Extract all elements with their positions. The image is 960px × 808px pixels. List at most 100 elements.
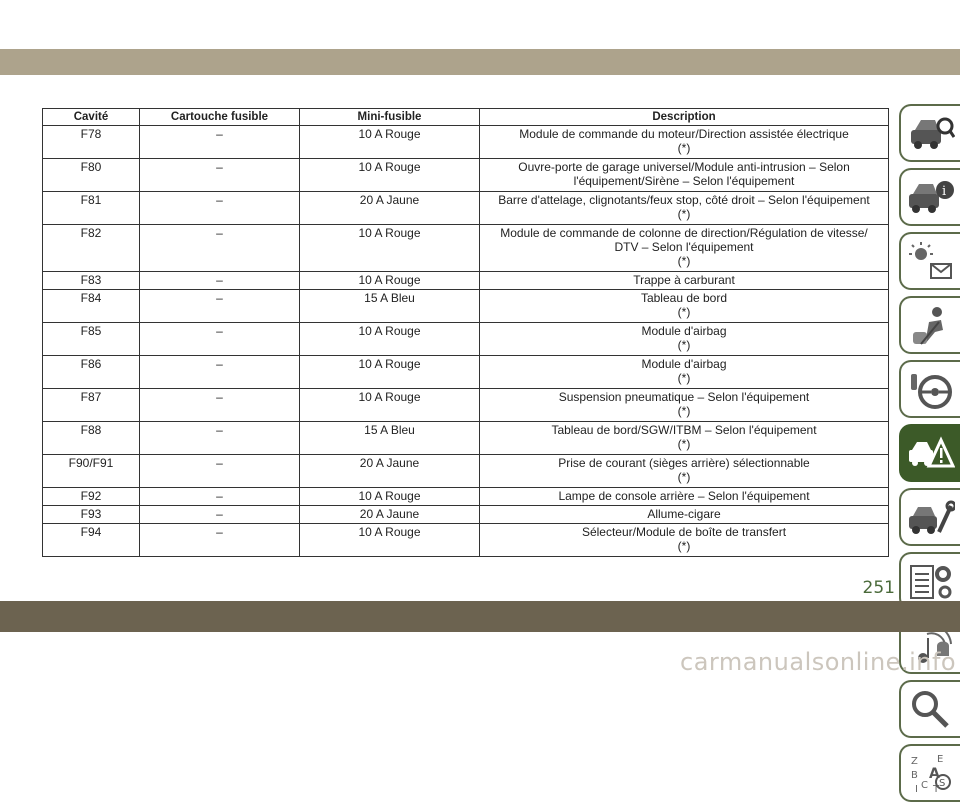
table-row: F83–10 A Rouge Trappe à carburant — [42, 271, 889, 290]
cavity-cell: F85 — [42, 322, 140, 356]
chapter-tab-roadside-emergency[interactable] — [899, 424, 960, 482]
chapter-tab-car-search[interactable] — [899, 104, 960, 162]
mini-fuse-cell: 20 A Jaune — [299, 454, 480, 488]
description-line: Module de commande de colonne de directi… — [500, 226, 868, 240]
mini-fuse-cell: 20 A Jaune — [299, 191, 480, 225]
column-header-cartridge-fuse: Cartouche fusible — [139, 108, 300, 126]
mini-fuse-cell: 10 A Rouge — [299, 523, 480, 557]
description-line: DTV – Selon l'équipement — [614, 240, 754, 254]
description-cell: Allume-cigare — [479, 505, 889, 524]
description-cell: Trappe à carburant — [479, 271, 889, 290]
table-row: F87–10 A Rouge Suspension pneumatique – S… — [42, 388, 889, 422]
description-cell: Module d'airbag (*) — [479, 322, 889, 356]
cavity-cell: F93 — [42, 505, 140, 524]
svg-text:i: i — [942, 184, 946, 199]
cartridge-cell: – — [139, 289, 300, 323]
description-line: Module de commande du moteur/Direction a… — [519, 127, 849, 141]
chapter-tab-steering-wheel[interactable] — [899, 360, 960, 418]
cavity-cell: F78 — [42, 125, 140, 159]
description-line: (*) — [677, 470, 691, 484]
description-line: Module d'airbag — [641, 324, 727, 338]
cavity-cell: F87 — [42, 388, 140, 422]
description-cell: Prise de courant (sièges arrière) sélect… — [479, 454, 889, 488]
svg-text:Z: Z — [911, 756, 918, 767]
cartridge-cell: – — [139, 388, 300, 422]
table-row: F82–10 A Rouge Module de commande de colo… — [42, 224, 889, 272]
description-line: (*) — [677, 404, 691, 418]
mini-fuse-cell: 10 A Rouge — [299, 355, 480, 389]
table-row: F85–10 A Rouge Module d'airbag (*) — [42, 322, 889, 356]
description-cell: Tableau de bord/SGW/ITBM – Selon l'équip… — [479, 421, 889, 455]
description-line: (*) — [677, 371, 691, 385]
chapter-tab-warning-lights-message[interactable] — [899, 232, 960, 290]
description-cell: Ouvre-porte de garage universel/Module a… — [479, 158, 889, 192]
cavity-cell: F81 — [42, 191, 140, 225]
description-line: Tableau de bord/SGW/ITBM – Selon l'équip… — [551, 423, 817, 437]
cavity-cell: F86 — [42, 355, 140, 389]
chapter-tab-search-index[interactable] — [899, 680, 960, 738]
mini-fuse-cell: 15 A Bleu — [299, 289, 480, 323]
description-cell: Suspension pneumatique – Selon l'équipem… — [479, 388, 889, 422]
cartridge-cell: – — [139, 125, 300, 159]
cartridge-cell: – — [139, 158, 300, 192]
description-line: Module d'airbag — [641, 357, 727, 371]
mini-fuse-cell: 20 A Jaune — [299, 505, 480, 524]
table-row: F80–10 A Rouge Ouvre-porte de garage univ… — [42, 158, 889, 192]
cavity-cell: F90/F91 — [42, 454, 140, 488]
mini-fuse-cell: 10 A Rouge — [299, 158, 480, 192]
table-row: F94–10 A Rouge Sélecteur/Module de boîte … — [42, 523, 889, 557]
chapter-tab-car-service-wrench[interactable] — [899, 488, 960, 546]
cavity-cell: F83 — [42, 271, 140, 290]
description-cell: Module de commande de colonne de directi… — [479, 224, 889, 272]
column-header-cavity: Cavité — [42, 108, 140, 126]
table-row: F84–15 A Bleu Tableau de bord (*) — [42, 289, 889, 323]
description-cell: Tableau de bord (*) — [479, 289, 889, 323]
cavity-cell: F94 — [42, 523, 140, 557]
table-header-row: Cavité Cartouche fusible Mini-fusible De… — [42, 108, 889, 126]
cartridge-cell: – — [139, 454, 300, 488]
mini-fuse-cell: 15 A Bleu — [299, 421, 480, 455]
cartridge-cell: – — [139, 355, 300, 389]
description-line: Suspension pneumatique – Selon l'équipem… — [558, 390, 810, 404]
cavity-cell: F82 — [42, 224, 140, 272]
page-number: 251 — [862, 578, 895, 598]
svg-text:B: B — [911, 770, 918, 781]
description-cell: Module de commande du moteur/Direction a… — [479, 125, 889, 159]
cavity-cell: F88 — [42, 421, 140, 455]
table-row: F88–15 A Bleu Tableau de bord/SGW/ITBM – … — [42, 421, 889, 455]
description-line: (*) — [677, 437, 691, 451]
cartridge-cell: – — [139, 271, 300, 290]
chapter-tab-seat-airbag[interactable] — [899, 296, 960, 354]
chapter-tab-car-info[interactable]: i — [899, 168, 960, 226]
mini-fuse-cell: 10 A Rouge — [299, 487, 480, 506]
description-line: Ouvre-porte de garage universel/Module a… — [518, 160, 850, 174]
cartridge-cell: – — [139, 191, 300, 225]
description-line: (*) — [677, 254, 691, 268]
description-line: Tableau de bord — [640, 291, 728, 305]
description-line: (*) — [677, 141, 691, 155]
cavity-cell: F92 — [42, 487, 140, 506]
cartridge-cell: – — [139, 224, 300, 272]
description-cell: Module d'airbag (*) — [479, 355, 889, 389]
header-band — [0, 49, 960, 75]
svg-text:C: C — [921, 780, 928, 791]
cartridge-cell: – — [139, 421, 300, 455]
table-row: F81–20 A Jaune Barre d'attelage, clignota… — [42, 191, 889, 225]
column-header-mini-fuse: Mini-fusible — [299, 108, 480, 126]
description-line: l'équipement/Sirène – Selon l'équipement — [573, 174, 795, 188]
cartridge-cell: – — [139, 523, 300, 557]
description-cell: Barre d'attelage, clignotants/feux stop,… — [479, 191, 889, 225]
fuse-table: Cavité Cartouche fusible Mini-fusible De… — [42, 108, 889, 557]
mini-fuse-cell: 10 A Rouge — [299, 388, 480, 422]
mini-fuse-cell: 10 A Rouge — [299, 322, 480, 356]
svg-text:S: S — [939, 778, 945, 789]
description-line: Allume-cigare — [647, 507, 721, 521]
column-header-description: Description — [479, 108, 889, 126]
table-row: F92–10 A Rouge Lampe de console arrière –… — [42, 487, 889, 506]
mini-fuse-cell: 10 A Rouge — [299, 125, 480, 159]
description-line: Barre d'attelage, clignotants/feux stop,… — [498, 193, 870, 207]
svg-text:I: I — [915, 784, 918, 795]
description-cell: Sélecteur/Module de boîte de transfert (*… — [479, 523, 889, 557]
